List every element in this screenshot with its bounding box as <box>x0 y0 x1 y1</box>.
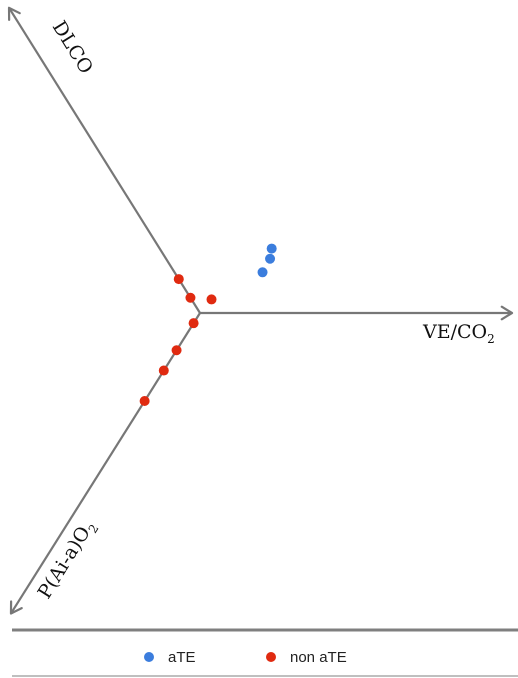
legend-label-0: aTE <box>168 649 196 666</box>
legend-label-1: non aTE <box>290 649 347 666</box>
legend-marker-0 <box>144 652 154 662</box>
axis-label-dlco-text: DLCO <box>48 17 97 78</box>
data-point-ate-0 <box>265 253 276 264</box>
legend: aTE non aTE <box>12 628 518 677</box>
data-point-ate-2 <box>257 267 268 278</box>
axis-label-ve-text: VE/CO <box>422 321 487 343</box>
points-layer <box>139 243 277 407</box>
data-point-non-ate-1 <box>206 294 217 305</box>
data-point-non-ate-5 <box>158 365 169 376</box>
axis-arrow-dlco <box>7 6 21 21</box>
axis-arrow-ve <box>500 305 514 321</box>
legend-marker-1 <box>266 652 276 662</box>
axis-label-dlco: DLCO <box>48 17 97 78</box>
data-point-non-ate-6 <box>139 396 150 407</box>
axis-label-ve: VE/CO2 <box>422 321 495 346</box>
axis-line-dlco <box>8 7 201 314</box>
axis-arrow-paa <box>9 600 23 615</box>
data-point-non-ate-0 <box>173 274 184 285</box>
axis-label-ve-subscript: 2 <box>487 332 495 346</box>
data-point-ate-1 <box>266 243 277 254</box>
axis-line-paa <box>10 312 201 615</box>
data-point-non-ate-4 <box>171 345 182 356</box>
data-point-non-ate-2 <box>185 292 196 303</box>
data-point-non-ate-3 <box>188 318 199 329</box>
